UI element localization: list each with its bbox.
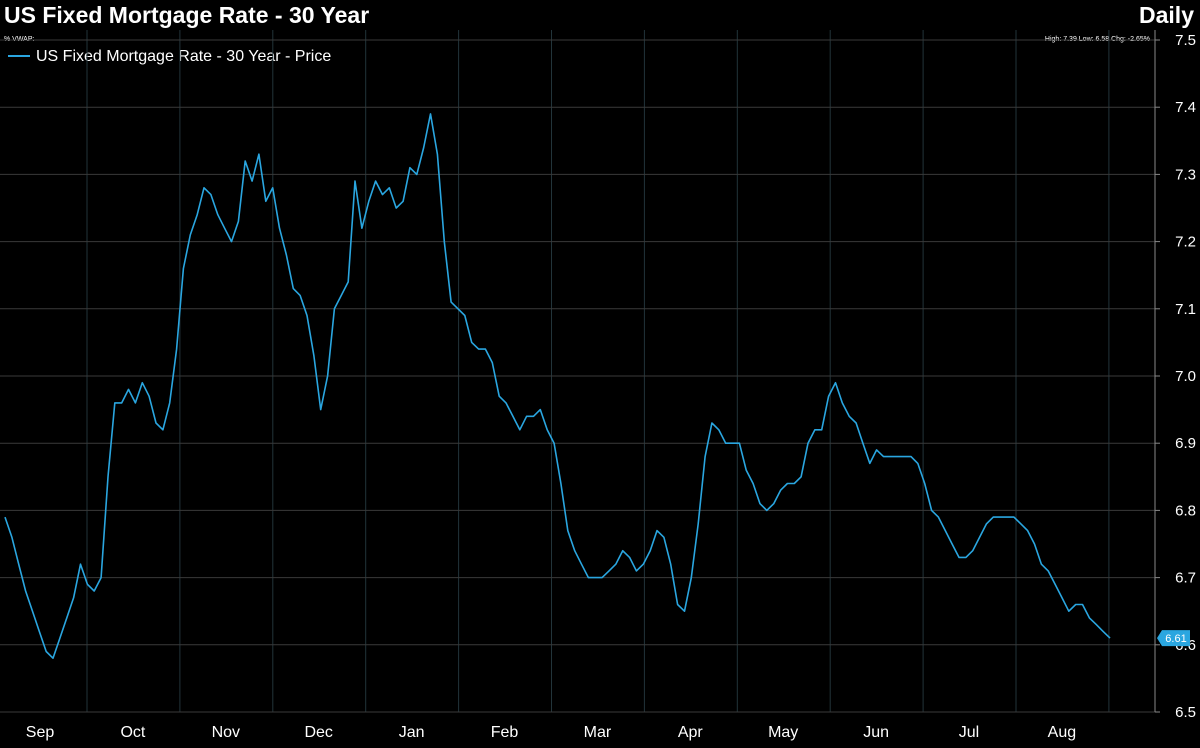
x-tick-label: Sep [26,724,55,741]
x-tick-label: Feb [491,724,519,741]
x-tick-label: Mar [584,724,612,741]
frequency: Daily [1139,2,1194,28]
y-tick-label: 7.5 [1175,32,1196,49]
x-tick-label: Aug [1048,724,1076,741]
legend-label: US Fixed Mortgage Rate - 30 Year - Price [36,48,331,65]
y-tick-label: 6.7 [1175,570,1196,587]
y-tick-label: 7.3 [1175,166,1196,183]
y-tick-label: 7.2 [1175,234,1196,251]
y-tick-label: 6.9 [1175,435,1196,452]
y-tick-label: 6.8 [1175,502,1196,519]
price-line [4,113,1111,659]
y-tick-label: 7.4 [1175,99,1196,116]
x-tick-label: Dec [304,724,332,741]
x-tick-label: Oct [120,724,145,741]
x-tick-label: May [768,724,798,741]
x-tick-label: Jun [863,724,889,741]
y-tick-label: 7.1 [1175,301,1196,318]
x-tick-label: Jan [399,724,425,741]
subtitle: % VWAP: [4,36,35,43]
y-tick-label: 7.0 [1175,368,1196,385]
last-price-box [1157,630,1190,647]
x-tick-label: Jul [959,724,979,741]
last-price-label: 6.61 [1165,633,1186,645]
y-tick-label: 6.5 [1175,704,1196,721]
stats: High: 7.39 Low: 6.58 Chg: -2.65% [1045,36,1150,43]
x-tick-label: Nov [212,724,240,741]
x-tick-label: Apr [678,724,704,741]
chart-title: US Fixed Mortgage Rate - 30 Year [4,2,369,28]
